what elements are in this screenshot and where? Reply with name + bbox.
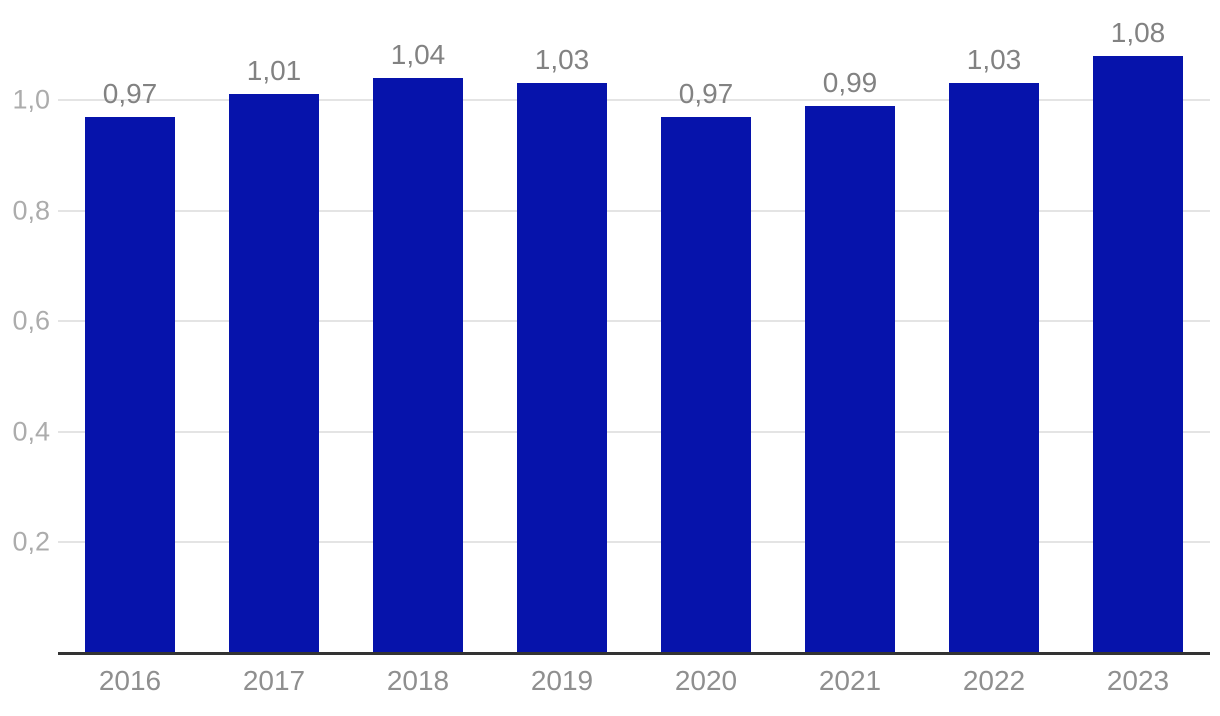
- bar: [949, 83, 1039, 653]
- x-tick-label: 2016: [98, 665, 162, 696]
- bar-value-label: 1,04: [390, 38, 446, 70]
- bar-value-label: 0,97: [102, 77, 158, 109]
- gridline: [58, 99, 1210, 101]
- y-tick-label: 1,0: [12, 84, 50, 115]
- bar-group: 1,01: [202, 0, 346, 653]
- bar-group: 1,04: [346, 0, 490, 653]
- bar-value-label: 1,08: [1110, 16, 1166, 48]
- x-axis-tick-labels: 2016 2017 2018 2019 2020 2021 2022 2023: [58, 664, 1210, 698]
- y-tick-label: 0,4: [12, 416, 50, 447]
- gridline: [58, 541, 1210, 544]
- bar-value-label: 1,01: [246, 55, 302, 87]
- x-tick-label: 2019: [530, 665, 594, 696]
- bar-group: 1,03: [922, 0, 1066, 653]
- y-tick-label: 0,8: [12, 195, 50, 226]
- x-tick-label: 2023: [1106, 665, 1170, 696]
- bar: [85, 116, 175, 653]
- gridline: [58, 320, 1210, 323]
- x-axis-line: [58, 652, 1210, 655]
- bar: [805, 105, 895, 653]
- bar: [373, 77, 463, 653]
- bar-value-label: 1,03: [534, 44, 590, 76]
- y-tick-label: 0,6: [12, 305, 50, 336]
- x-tick-label: 2017: [242, 665, 306, 696]
- x-tick-label: 2020: [674, 665, 738, 696]
- x-tick-label: 2021: [818, 665, 882, 696]
- x-tick-label: 2018: [386, 665, 450, 696]
- bar-value-label: 0,99: [822, 66, 878, 98]
- bar-group: 0,99: [778, 0, 922, 653]
- gridline: [58, 430, 1210, 433]
- bar: [517, 83, 607, 653]
- bar-value-label: 0,97: [678, 77, 734, 109]
- y-tick-label: 0,2: [12, 526, 50, 557]
- bar: [1093, 55, 1183, 653]
- bar-group: 1,03: [490, 0, 634, 653]
- bar-group: 1,08: [1066, 0, 1210, 653]
- bar-group: 0,97: [634, 0, 778, 653]
- bar-value-label: 1,03: [966, 44, 1022, 76]
- gridline: [58, 209, 1210, 212]
- x-tick-label: 2022: [962, 665, 1026, 696]
- bar: [229, 94, 319, 653]
- bar: [661, 116, 751, 653]
- bars-layer: 0,97 1,01 1,04 1,03 0,97 0,99 1,03 1,08: [58, 0, 1210, 653]
- bar-group: 0,97: [58, 0, 202, 653]
